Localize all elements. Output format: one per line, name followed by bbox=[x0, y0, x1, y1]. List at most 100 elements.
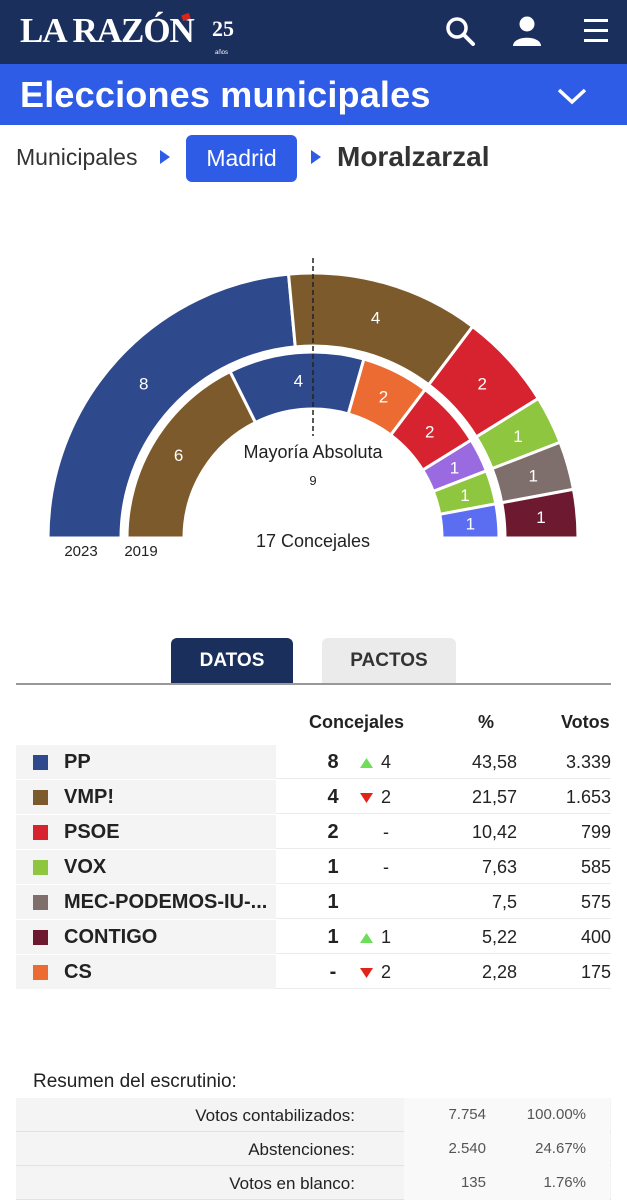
ring-label-2023: 2023 bbox=[64, 543, 97, 560]
seat-arc-2019-6[interactable] bbox=[438, 502, 501, 540]
party-name: VMP! bbox=[64, 786, 114, 808]
summary-value: 135 bbox=[460, 1174, 486, 1191]
section-title: Elecciones municipales bbox=[20, 74, 431, 115]
summary-values: 7.754 100.00% bbox=[404, 1098, 610, 1132]
table-row[interactable]: VMP! 4 2 21,57 1.653 bbox=[16, 780, 611, 814]
seat-arc-2023-5[interactable] bbox=[499, 487, 580, 540]
seat-count-label-2019-0: 6 bbox=[174, 446, 183, 465]
seat-change: 2 bbox=[380, 962, 391, 982]
seat-count-label-2019-2: 2 bbox=[379, 388, 388, 407]
seat-change: - bbox=[383, 822, 389, 842]
table-row[interactable]: CONTIGO 1 1 5,22 400 bbox=[16, 920, 611, 954]
vote-count: 585 bbox=[580, 857, 611, 877]
seat-count-label-2023-2: 2 bbox=[477, 375, 486, 394]
vote-percentage: 43,58 bbox=[471, 752, 517, 772]
party-cell bbox=[16, 850, 276, 884]
vote-percentage: 2,28 bbox=[481, 962, 517, 982]
table-row[interactable]: PP 8 4 43,58 3.339 bbox=[16, 745, 611, 779]
summary-row: Votos contabilizados: 7.754 100.00% bbox=[16, 1098, 611, 1132]
seat-count-label-2023-5: 1 bbox=[536, 508, 545, 527]
user-icon[interactable] bbox=[510, 14, 544, 48]
header-pct: % bbox=[478, 712, 495, 732]
seat-count-label-2023-4: 1 bbox=[529, 466, 538, 485]
seat-count-label-2019-4: 1 bbox=[450, 459, 459, 478]
breadcrumb-municipales[interactable]: Municipales bbox=[16, 144, 138, 170]
vote-count: 575 bbox=[580, 892, 611, 912]
summary-label: Votos en blanco: bbox=[229, 1174, 355, 1193]
vote-count: 3.339 bbox=[565, 752, 611, 772]
table-row[interactable]: CS - 2 2,28 175 bbox=[16, 955, 611, 989]
seat-count: 1 bbox=[327, 856, 339, 878]
ring-label-2019: 2019 bbox=[124, 543, 157, 560]
seat-change: 4 bbox=[380, 752, 391, 772]
table-row[interactable]: MEC-PODEMOS-IU-... 1 7,5 575 bbox=[16, 885, 611, 919]
breadcrumb-arrow-icon bbox=[160, 150, 170, 164]
header-votos: Votos bbox=[561, 712, 610, 732]
summary-value: 7.754 bbox=[448, 1106, 486, 1123]
search-icon[interactable] bbox=[443, 14, 477, 48]
majority-value: 9 bbox=[309, 473, 316, 488]
tab-datos[interactable]: DATOS bbox=[171, 638, 293, 684]
party-color-swatch bbox=[33, 930, 48, 945]
majority-label: Mayoría Absoluta bbox=[243, 442, 383, 462]
tab-pactos[interactable]: PACTOS bbox=[322, 638, 456, 684]
seat-count-label-2023-3: 1 bbox=[513, 427, 522, 446]
party-name: VOX bbox=[64, 856, 107, 878]
seat-count: 1 bbox=[327, 891, 339, 913]
breadcrumb-current: Moralzarzal bbox=[337, 141, 490, 172]
seat-count: - bbox=[329, 961, 337, 983]
chevron-down-icon[interactable] bbox=[556, 84, 588, 108]
party-name: PSOE bbox=[64, 821, 120, 843]
anniversary-number: 25 bbox=[212, 16, 234, 41]
anniversary-badge: 25 años bbox=[212, 16, 244, 57]
vote-percentage: 7,5 bbox=[491, 892, 517, 912]
seat-count-label-2019-3: 2 bbox=[425, 423, 434, 442]
party-cell bbox=[16, 885, 276, 919]
party-color-swatch bbox=[33, 790, 48, 805]
seat-count: 2 bbox=[327, 821, 339, 843]
seat-count-label-2023-1: 4 bbox=[371, 309, 380, 328]
summary-row: Abstenciones: 2.540 24.67% bbox=[16, 1132, 611, 1166]
summary-row: Votos en blanco: 135 1.76% bbox=[16, 1166, 611, 1200]
party-cell bbox=[16, 745, 276, 779]
vote-percentage: 7,63 bbox=[481, 857, 517, 877]
party-name: MEC-PODEMOS-IU-... bbox=[64, 891, 268, 913]
vote-count: 175 bbox=[580, 962, 611, 982]
trend-down-icon bbox=[360, 968, 373, 978]
seat-count: 4 bbox=[327, 786, 339, 808]
table-row[interactable]: PSOE 2 - 10,42 799 bbox=[16, 815, 611, 849]
party-color-swatch bbox=[33, 825, 48, 840]
total-seats-label: 17 Concejales bbox=[256, 531, 370, 551]
party-name: PP bbox=[64, 751, 91, 773]
table-row[interactable]: VOX 1 - 7,63 585 bbox=[16, 850, 611, 884]
summary-value: 2.540 bbox=[448, 1140, 486, 1157]
seat-count-label-2019-1: 4 bbox=[294, 372, 303, 391]
vote-count: 1.653 bbox=[565, 787, 611, 807]
summary-percentage: 1.76% bbox=[543, 1174, 586, 1191]
section-band[interactable] bbox=[0, 64, 627, 125]
seat-change: 2 bbox=[380, 787, 391, 807]
party-cell bbox=[16, 955, 276, 989]
trend-up-icon bbox=[360, 933, 373, 943]
vote-percentage: 21,57 bbox=[471, 787, 517, 807]
party-cell bbox=[16, 815, 276, 849]
seat-count-label-2023-0: 8 bbox=[139, 375, 148, 394]
breadcrumb-madrid-button[interactable]: Madrid bbox=[186, 135, 297, 182]
menu-icon[interactable] bbox=[580, 14, 614, 48]
seat-count: 1 bbox=[327, 926, 339, 948]
summary-values: 2.540 24.67% bbox=[404, 1132, 610, 1166]
site-logo[interactable]: LA RAZÓN bbox=[20, 11, 195, 50]
party-name: CS bbox=[64, 961, 92, 983]
party-cell bbox=[16, 780, 276, 814]
summary-label: Abstenciones: bbox=[248, 1140, 355, 1159]
header-concejales: Concejales bbox=[309, 712, 405, 732]
seat-change: 1 bbox=[380, 927, 391, 947]
seat-count-label-2019-5: 1 bbox=[460, 486, 469, 505]
vote-percentage: 5,22 bbox=[481, 927, 517, 947]
party-name: CONTIGO bbox=[64, 926, 158, 948]
seat-count-label-2019-6: 1 bbox=[466, 514, 475, 533]
summary-percentage: 100.00% bbox=[526, 1106, 586, 1123]
top-bar bbox=[0, 0, 627, 64]
